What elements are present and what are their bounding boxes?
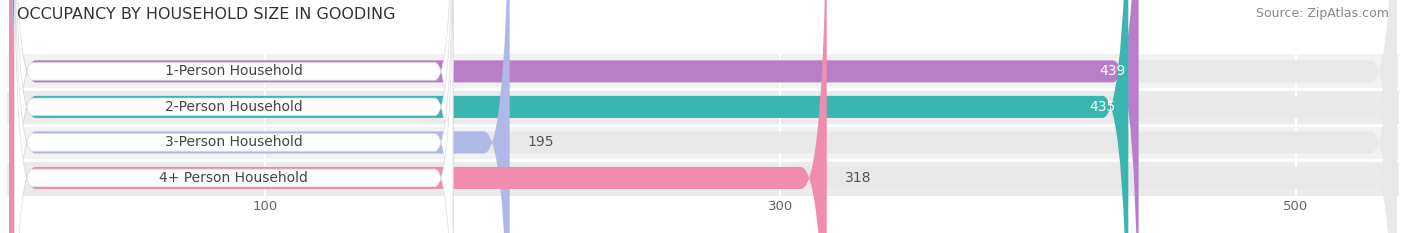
Bar [7, 54, 1399, 89]
Text: 4+ Person Household: 4+ Person Household [159, 171, 308, 185]
FancyBboxPatch shape [10, 0, 1129, 233]
FancyBboxPatch shape [15, 0, 453, 233]
FancyBboxPatch shape [10, 0, 827, 233]
Text: 2-Person Household: 2-Person Household [165, 100, 302, 114]
Text: Source: ZipAtlas.com: Source: ZipAtlas.com [1256, 7, 1389, 20]
Text: 435: 435 [1090, 100, 1115, 114]
Text: 439: 439 [1099, 64, 1126, 78]
Text: 318: 318 [845, 171, 872, 185]
FancyBboxPatch shape [10, 0, 1396, 233]
Text: 195: 195 [527, 135, 554, 149]
FancyBboxPatch shape [10, 0, 1139, 233]
Text: OCCUPANCY BY HOUSEHOLD SIZE IN GOODING: OCCUPANCY BY HOUSEHOLD SIZE IN GOODING [17, 7, 395, 22]
Bar [7, 89, 1399, 125]
Text: 1-Person Household: 1-Person Household [165, 64, 302, 78]
FancyBboxPatch shape [10, 0, 1396, 233]
Text: 3-Person Household: 3-Person Household [165, 135, 302, 149]
FancyBboxPatch shape [10, 0, 1396, 233]
Bar [7, 160, 1399, 196]
FancyBboxPatch shape [15, 0, 453, 233]
FancyBboxPatch shape [10, 0, 1396, 233]
FancyBboxPatch shape [10, 0, 510, 233]
FancyBboxPatch shape [15, 0, 453, 233]
FancyBboxPatch shape [15, 0, 453, 233]
Bar [7, 125, 1399, 160]
